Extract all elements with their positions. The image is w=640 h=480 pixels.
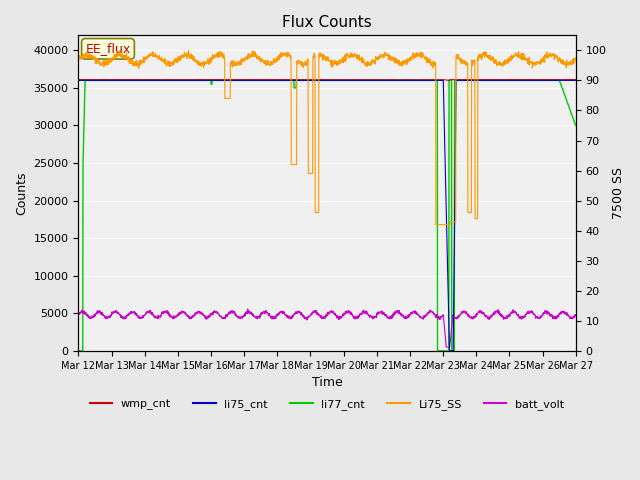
Text: EE_flux: EE_flux (85, 42, 131, 55)
Legend: wmp_cnt, li75_cnt, li77_cnt, Li75_SS, batt_volt: wmp_cnt, li75_cnt, li77_cnt, Li75_SS, ba… (85, 395, 569, 415)
Y-axis label: 7500 SS: 7500 SS (612, 167, 625, 219)
Title: Flux Counts: Flux Counts (282, 15, 372, 30)
Y-axis label: Counts: Counts (15, 171, 28, 215)
X-axis label: Time: Time (312, 376, 342, 389)
